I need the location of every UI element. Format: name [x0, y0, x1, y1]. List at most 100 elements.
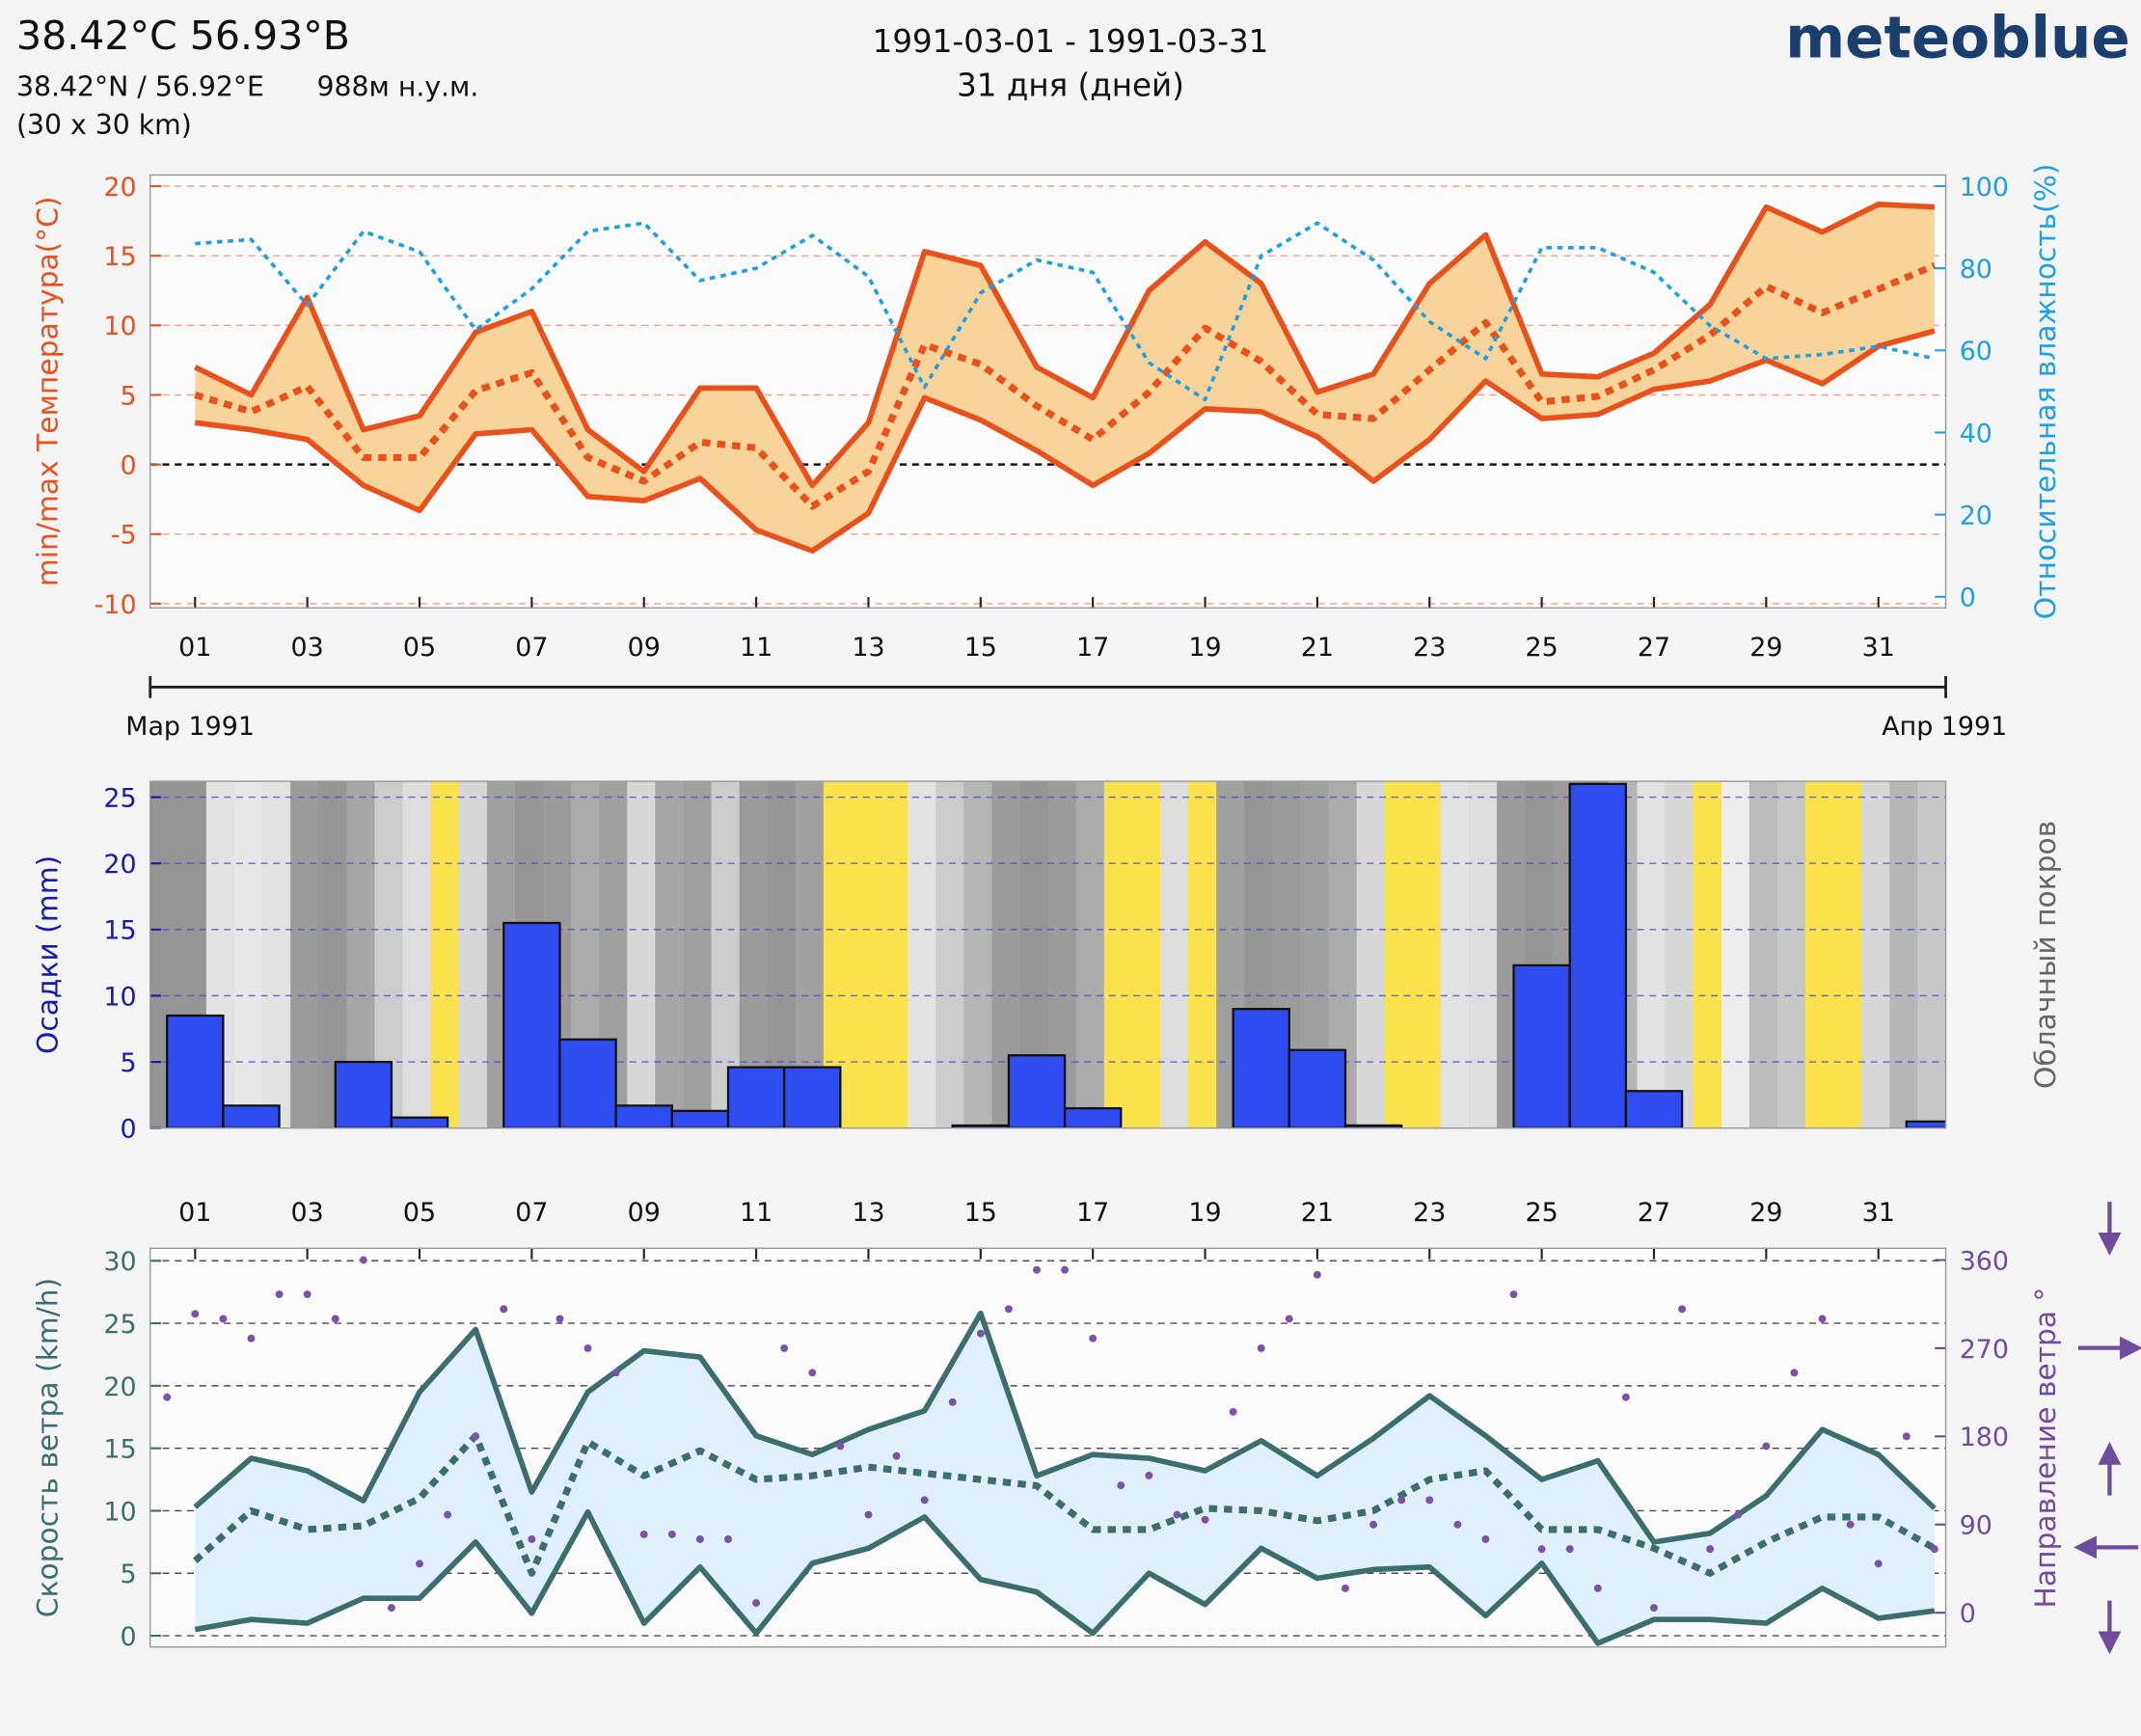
y-axis-label: Осадки (mm)	[31, 855, 65, 1054]
direction-point	[1145, 1471, 1153, 1479]
x-tick-label: 25	[1526, 1198, 1558, 1228]
direction-point	[303, 1290, 312, 1299]
y-tick-label: 15	[103, 242, 136, 272]
y-tick-label: 5	[120, 1048, 136, 1078]
x-tick-label: 31	[1862, 633, 1895, 663]
x-tick-label: 11	[740, 633, 772, 663]
cloud-cover-cell	[1748, 781, 1778, 1128]
direction-point	[1117, 1481, 1125, 1490]
y-tick-label: -10	[95, 590, 137, 620]
plot-frame	[149, 1247, 1947, 1648]
precipitation-bar	[1624, 1090, 1684, 1128]
cloud-cover-cell	[1468, 781, 1498, 1128]
direction-point	[1453, 1520, 1462, 1529]
direction-point	[639, 1530, 648, 1538]
direction-point	[528, 1535, 536, 1543]
precipitation-bar	[1287, 1048, 1347, 1128]
cloud-cover-cell	[1889, 781, 1919, 1128]
plot-area	[149, 185, 1946, 605]
y2-tick-label: 100	[1960, 173, 2009, 203]
direction-point	[1481, 1535, 1490, 1543]
y2-tick-label: 270	[1960, 1335, 2009, 1365]
direction-point	[500, 1305, 508, 1314]
month-label: Апр 1991	[1882, 712, 2007, 742]
x-tick-label: 01	[178, 1198, 211, 1228]
cloud-cover-cell	[234, 781, 263, 1128]
plot-frame	[149, 780, 1947, 1129]
direction-point	[864, 1510, 873, 1519]
period: 1991-03-01 - 1991-03-31	[873, 23, 1269, 60]
direction-point	[1930, 1545, 1938, 1554]
precipitation-bar	[558, 1038, 617, 1128]
series-line	[192, 1432, 1937, 1577]
direction-point	[1004, 1305, 1013, 1314]
resolution: (30 x 30 km)	[16, 109, 192, 141]
precipitation-bar	[502, 921, 561, 1128]
cloud-cover-cell	[963, 781, 993, 1128]
y-tick-label: 10	[103, 312, 136, 341]
series-line	[195, 221, 1936, 402]
cloud-cover-cell	[1665, 781, 1694, 1128]
plot-area	[149, 1256, 1946, 1646]
y2-tick-label: 20	[1960, 502, 1992, 531]
y2-axis-label: Облачный покров	[2029, 821, 2063, 1089]
direction-point	[1846, 1520, 1855, 1529]
x-tick-label: 05	[403, 633, 436, 663]
direction-point	[1257, 1343, 1265, 1352]
direction-point	[1369, 1520, 1378, 1529]
precipitation-bar	[1512, 963, 1571, 1128]
cloud-cover-cell	[430, 781, 460, 1128]
y-axis-label: Скорость ветра (km/h)	[31, 1278, 65, 1617]
direction-point	[583, 1343, 592, 1352]
plot-frame	[149, 174, 1947, 609]
x-tick-label: 13	[852, 1198, 884, 1228]
cloud-cover-cell	[1188, 781, 1218, 1128]
direction-point	[1593, 1584, 1602, 1592]
x-tick-label: 23	[1413, 633, 1446, 663]
y-tick-label: 20	[103, 173, 136, 203]
cloud-cover-cell	[1833, 781, 1863, 1128]
y-tick-label: 0	[120, 1622, 136, 1652]
y2-tick-label: 90	[1960, 1511, 1992, 1541]
series-line	[194, 201, 1936, 489]
direction-point	[444, 1510, 452, 1519]
y2-tick-label: 0	[1960, 583, 1976, 613]
cloud-cover-cell	[1721, 781, 1750, 1128]
direction-point	[1762, 1442, 1771, 1451]
direction-point	[1509, 1290, 1518, 1299]
x-tick-label: 29	[1749, 633, 1782, 663]
cloud-cover-cell	[1637, 781, 1667, 1128]
cloud-cover-cell	[458, 781, 488, 1128]
precipitation-bar	[166, 1014, 225, 1128]
precipitation-bar	[222, 1104, 281, 1128]
x-tick-label: 23	[1413, 1198, 1446, 1228]
cloud-cover-cell	[290, 781, 320, 1128]
direction-point	[1818, 1315, 1827, 1323]
direction-point	[247, 1334, 256, 1343]
x-tick-label: 13	[852, 633, 884, 663]
cloud-cover-cell	[627, 781, 657, 1128]
direction-point	[780, 1343, 789, 1352]
direction-point	[556, 1315, 564, 1323]
direction-point	[948, 1397, 957, 1406]
series-line	[194, 1508, 1936, 1646]
cloud-cover-cell	[1131, 781, 1161, 1128]
direction-point	[976, 1329, 985, 1338]
cloud-cover-cell	[1160, 781, 1189, 1128]
direction-point	[163, 1393, 172, 1401]
coordinates: 38.42°N / 56.92°E	[16, 70, 264, 102]
cloud-cover-cell	[1412, 781, 1442, 1128]
y-tick-label: 20	[103, 1372, 136, 1402]
x-tick-label: 11	[740, 1198, 772, 1228]
direction-point	[1565, 1545, 1574, 1554]
y2-tick-label: 180	[1960, 1423, 2009, 1452]
cloud-cover-cell	[935, 781, 965, 1128]
direction-point	[695, 1535, 704, 1543]
y-tick-label: 15	[103, 1435, 136, 1465]
cloud-cover-cell	[683, 781, 713, 1128]
direction-point	[920, 1496, 929, 1505]
x-tick-label: 19	[1188, 633, 1221, 663]
x-tick-label: 17	[1076, 633, 1109, 663]
precipitation-bar	[1007, 1054, 1067, 1128]
